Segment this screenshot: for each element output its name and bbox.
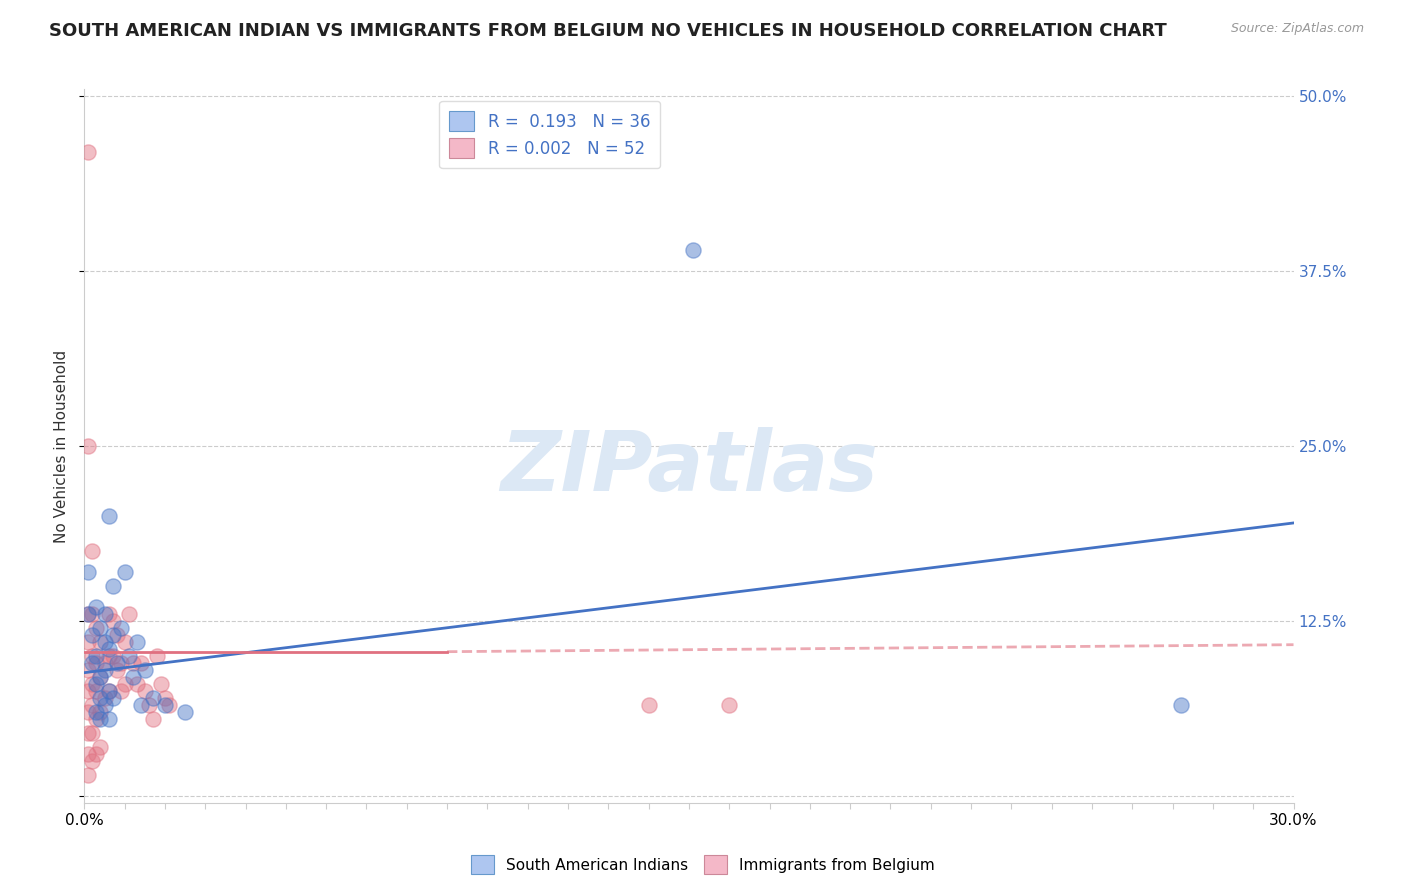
Point	[174, 705, 197, 719]
Y-axis label: No Vehicles in Household: No Vehicles in Household	[53, 350, 69, 542]
Point	[105, 628, 128, 642]
Point	[138, 698, 160, 712]
Point	[89, 712, 111, 726]
Point	[82, 544, 104, 558]
Point	[97, 648, 120, 663]
Point	[82, 656, 104, 670]
Point	[101, 690, 124, 705]
Point	[129, 698, 152, 712]
Point	[77, 439, 100, 453]
Point	[93, 690, 115, 705]
Point	[77, 663, 100, 677]
Point	[121, 670, 143, 684]
Point	[82, 628, 104, 642]
Text: ZIPatlas: ZIPatlas	[501, 427, 877, 508]
Point	[77, 684, 100, 698]
Point	[93, 663, 115, 677]
Point	[134, 663, 156, 677]
Point	[157, 698, 180, 712]
Point	[86, 677, 108, 691]
Point	[82, 607, 104, 621]
Point	[93, 635, 115, 649]
Point	[77, 747, 100, 761]
Point	[82, 648, 104, 663]
Point	[1170, 698, 1192, 712]
Point	[77, 607, 100, 621]
Point	[97, 641, 120, 656]
Point	[97, 712, 120, 726]
Point	[149, 677, 172, 691]
Point	[97, 684, 120, 698]
Point	[77, 607, 100, 621]
Point	[97, 684, 120, 698]
Point	[153, 698, 176, 712]
Point	[718, 698, 741, 712]
Point	[125, 635, 148, 649]
Point	[89, 670, 111, 684]
Point	[86, 648, 108, 663]
Point	[77, 726, 100, 740]
Point	[86, 705, 108, 719]
Point	[93, 698, 115, 712]
Point	[77, 705, 100, 719]
Point	[110, 621, 132, 635]
Point	[86, 621, 108, 635]
Point	[637, 698, 659, 712]
Point	[77, 565, 100, 579]
Point	[121, 656, 143, 670]
Point	[77, 635, 100, 649]
Legend: South American Indians, Immigrants from Belgium: South American Indians, Immigrants from …	[465, 849, 941, 880]
Point	[77, 768, 100, 782]
Point	[82, 677, 104, 691]
Point	[89, 621, 111, 635]
Point	[101, 628, 124, 642]
Point	[142, 712, 165, 726]
Point	[89, 690, 111, 705]
Point	[110, 684, 132, 698]
Point	[86, 599, 108, 614]
Text: SOUTH AMERICAN INDIAN VS IMMIGRANTS FROM BELGIUM NO VEHICLES IN HOUSEHOLD CORREL: SOUTH AMERICAN INDIAN VS IMMIGRANTS FROM…	[49, 22, 1167, 40]
Point	[93, 607, 115, 621]
Point	[153, 690, 176, 705]
Point	[89, 635, 111, 649]
Point	[82, 698, 104, 712]
Point	[125, 677, 148, 691]
Point	[114, 677, 136, 691]
Point	[101, 614, 124, 628]
Point	[142, 690, 165, 705]
Point	[89, 739, 111, 754]
Point	[82, 726, 104, 740]
Point	[110, 656, 132, 670]
Point	[97, 508, 120, 523]
Point	[86, 656, 108, 670]
Point	[93, 656, 115, 670]
Point	[134, 684, 156, 698]
Legend: R =  0.193   N = 36, R = 0.002   N = 52: R = 0.193 N = 36, R = 0.002 N = 52	[440, 101, 661, 169]
Point	[105, 663, 128, 677]
Point	[114, 635, 136, 649]
Point	[77, 145, 100, 160]
Point	[118, 607, 141, 621]
Point	[82, 754, 104, 768]
Point	[86, 747, 108, 761]
Point	[86, 712, 108, 726]
Point	[129, 656, 152, 670]
Point	[682, 243, 704, 257]
Point	[114, 565, 136, 579]
Point	[101, 579, 124, 593]
Point	[86, 684, 108, 698]
Text: Source: ZipAtlas.com: Source: ZipAtlas.com	[1230, 22, 1364, 36]
Point	[89, 670, 111, 684]
Point	[146, 648, 169, 663]
Point	[101, 648, 124, 663]
Point	[118, 648, 141, 663]
Point	[89, 705, 111, 719]
Point	[105, 656, 128, 670]
Point	[97, 607, 120, 621]
